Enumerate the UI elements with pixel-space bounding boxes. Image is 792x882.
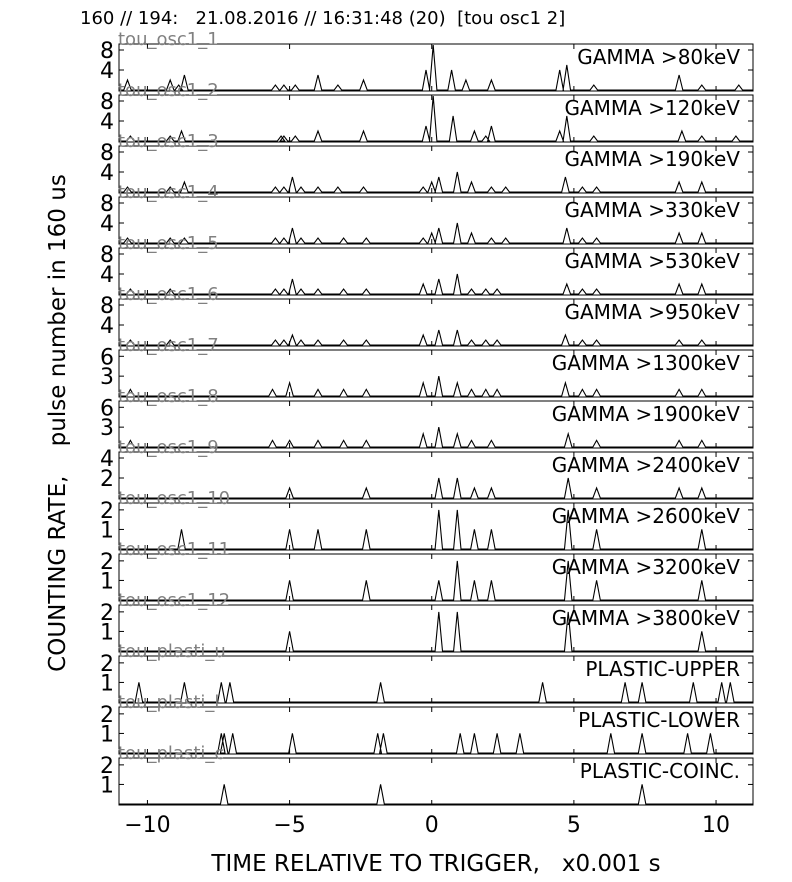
y-tick-label: 2 [100,652,114,677]
x-tick-label: 5 [567,813,581,838]
panel-label: GAMMA >120keV [564,96,740,120]
series-line-tou_osc1_6 [119,329,753,346]
y-tick-label: 1 [100,671,114,696]
y-tick-label: 4 [100,263,114,288]
detector-tag: tou_osc1_4 [118,182,219,203]
panel-label: GAMMA >190keV [564,147,740,171]
panel-frame [118,196,754,245]
detector-tag: tou_osc1_8 [118,386,219,407]
detector-tag: tou_osc1_3 [118,131,219,152]
panel-frame [118,94,754,143]
y-tick-label: 8 [100,90,114,115]
y-tick-label: 8 [100,192,114,217]
y-tick-label: 2 [100,601,114,626]
series-line-tou_osc1_5 [119,273,753,295]
detector-tag: tou_osc1_1 [118,29,219,50]
y-tick-label: 2 [100,703,114,728]
detector-tag: tou_plasti_c [118,743,224,764]
panel-frame [118,349,754,398]
series-line-tou_plasti_l [119,733,753,754]
panel-frame [118,400,754,449]
y-tick-label: 4 [100,110,114,135]
panel-label: GAMMA >1900keV [552,402,741,426]
series-line-tou_osc1_3 [119,171,753,193]
y-tick-label: 4 [100,447,114,472]
detector-tag: tou_osc1_7 [118,335,219,356]
y-tick-label: 4 [100,59,114,84]
panel-frame [118,553,754,602]
detector-tag: tou_plasti_l [118,692,219,713]
series-line-tou_osc1_9 [119,477,753,499]
panel-label: GAMMA >950keV [564,300,740,324]
panel-label: GAMMA >3200keV [552,555,741,579]
y-tick-label: 1 [100,569,114,594]
y-tick-label: 8 [100,294,114,319]
detector-tag: tou_osc1_2 [118,80,219,101]
detector-tag: tou_osc1_10 [118,488,230,509]
panel-frame [118,655,754,704]
x-tick-label: 0 [425,813,439,838]
panel-label: GAMMA >530keV [564,249,740,273]
panel-label: GAMMA >2600keV [552,504,741,528]
panel-label: GAMMA >80keV [577,45,740,69]
y-tick-label: 6 [100,345,114,370]
series-line-tou_osc1_2 [119,95,753,142]
y-tick-label: 8 [100,141,114,166]
panel-frame [118,604,754,653]
y-tick-label: 6 [100,396,114,421]
y-tick-label: 8 [100,243,114,268]
panel-label: GAMMA >3800keV [552,606,741,630]
detector-tag: tou_plasti_u [118,641,226,662]
y-tick-label: 4 [100,314,114,339]
series-line-tou_osc1_10 [119,509,753,550]
series-line-tou_osc1_8 [119,426,753,448]
panel-label: PLASTIC-COINC. [580,759,740,783]
x-axis-label: TIME RELATIVE TO TRIGGER, x0.001 s [211,851,661,877]
y-tick-label: 2 [100,754,114,779]
detector-tag: tou_osc1_9 [118,437,219,458]
panel-frame [118,451,754,500]
y-tick-label: 8 [100,39,114,64]
panel-label: GAMMA >2400keV [552,453,741,477]
y-tick-label: 1 [100,773,114,798]
y-tick-label: 1 [100,722,114,747]
panel-frame [118,706,754,755]
x-tick-label: −5 [273,813,305,838]
panel-frame [118,757,754,806]
x-tick-label: 10 [702,813,730,838]
y-tick-label: 4 [100,161,114,186]
series-line-tou_plasti_u [119,682,753,703]
panel-label: GAMMA >330keV [564,198,740,222]
detector-tag: tou_osc1_5 [118,233,219,254]
detector-tag: tou_osc1_6 [118,284,219,305]
figure-title: 160 // 194: 21.08.2016 // 16:31:48 (20) … [80,8,566,29]
y-tick-label: 1 [100,518,114,543]
y-tick-label: 1 [100,620,114,645]
series-line-tou_osc1_1 [119,44,753,91]
series-line-tou_osc1_7 [119,375,753,397]
panel-frame [118,247,754,296]
panel-frame [118,43,754,92]
panel-label: PLASTIC-UPPER [585,657,740,681]
y-tick-label: 2 [100,499,114,524]
series-line-tou_osc1_12 [119,611,753,652]
y-tick-label: 2 [100,467,114,492]
series-line-tou_osc1_4 [119,222,753,244]
panel-frame [118,298,754,347]
y-tick-label: 3 [100,416,114,441]
panel-label: PLASTIC-LOWER [578,708,740,732]
detector-tag: tou_osc1_12 [118,590,230,611]
series-line-tou_plasti_c [119,784,753,805]
y-tick-label: 4 [100,212,114,237]
panel-label: GAMMA >1300keV [552,351,741,375]
series-line-tou_osc1_11 [119,560,753,601]
y-tick-label: 2 [100,550,114,575]
y-tick-label: 3 [100,365,114,390]
detector-tag: tou_osc1_11 [118,539,230,560]
panel-frame [118,502,754,551]
panel-frame [118,145,754,194]
x-tick-label: −10 [124,813,170,838]
y-axis-label: COUNTING RATE, pulse number in 160 us [45,174,71,672]
